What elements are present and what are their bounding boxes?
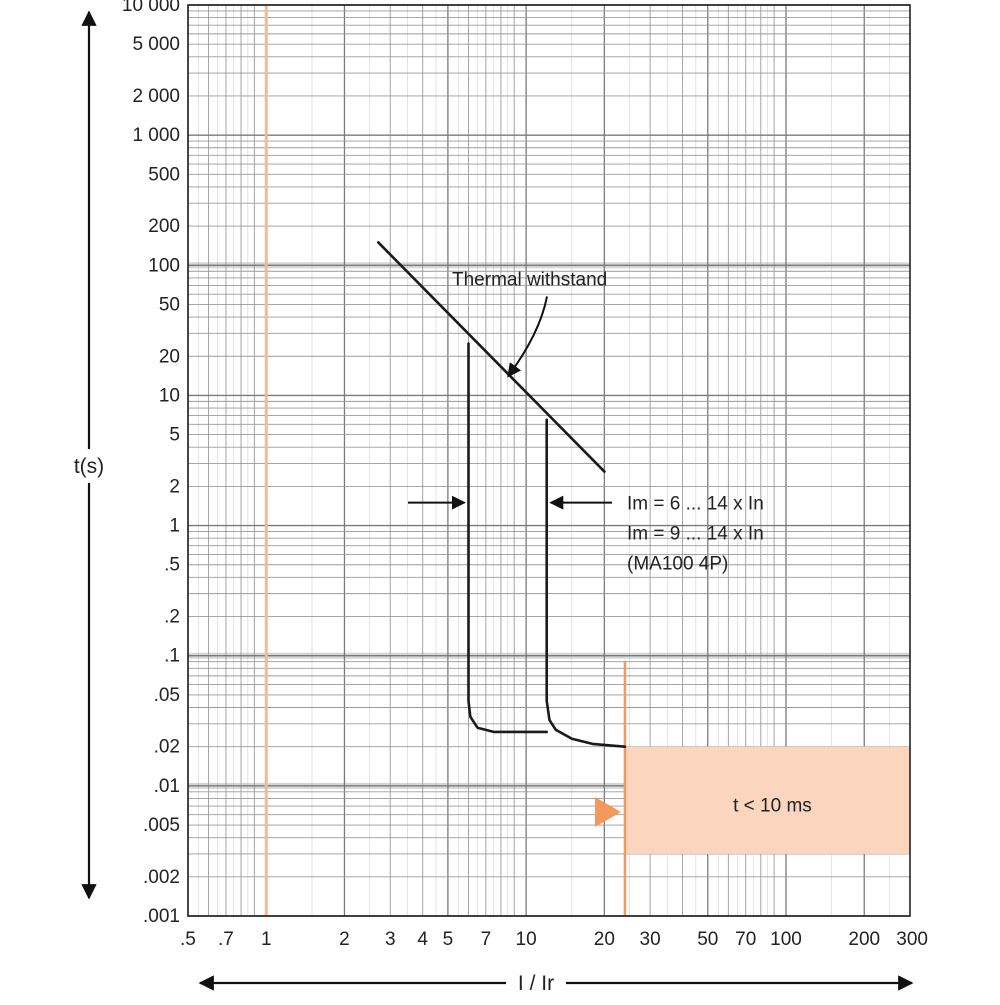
x-tick-label-4: 3 — [385, 929, 396, 950]
x-tick-label-1: .7 — [218, 929, 234, 950]
y-tick-label-11: 2 — [169, 476, 180, 497]
x-tick-label-15: 300 — [896, 929, 928, 950]
x-axis-label-bg — [506, 970, 566, 996]
y-tick-label-14: .2 — [164, 607, 180, 628]
x-axis-label: I / Ir — [518, 972, 554, 995]
region-fast-trip — [624, 746, 910, 854]
x-tick-label-6: 5 — [443, 929, 454, 950]
annotation-thermal-withstand: Thermal withstand — [452, 269, 607, 290]
y-tick-label-20: .002 — [143, 867, 180, 888]
y-tick-label-3: 1 000 — [132, 125, 180, 146]
y-tick-label-21: .001 — [143, 906, 180, 927]
y-tick-label-6: 100 — [148, 255, 180, 276]
annotation-setting-line-1: Im = 9 ... 14 x In — [627, 524, 764, 545]
y-tick-label-0: 10 000 — [122, 0, 180, 16]
y-tick-label-4: 500 — [148, 164, 180, 185]
series-line-1 — [467, 342, 548, 734]
plot-frame — [187, 4, 911, 917]
y-tick-labels: 10 000 5 000 2 000 1 000 500 200 100 50 20 10 5 2 1.… — [122, 0, 180, 927]
y-tick-label-10: 5 — [169, 425, 180, 446]
x-tick-label-5: 4 — [417, 929, 428, 950]
y-tick-label-1: 5 000 — [132, 34, 180, 55]
x-tick-label-7: 7 — [481, 929, 492, 950]
y-tick-label-17: .02 — [154, 737, 180, 758]
y-tick-label-8: 20 — [159, 346, 180, 367]
x-tick-label-3: 2 — [339, 929, 350, 950]
x-tick-label-2: 1 — [261, 929, 272, 950]
x-tick-label-10: 30 — [640, 929, 661, 950]
x-tick-label-0: .5 — [180, 929, 196, 950]
y-tick-label-18: .01 — [154, 776, 180, 797]
y-tick-label-12: 1 — [169, 516, 180, 537]
y-tick-label-19: .005 — [143, 815, 180, 836]
annotation-setting-line-0: Im = 6 ... 14 x In — [627, 494, 764, 515]
x-tick-label-11: 50 — [697, 929, 718, 950]
y-tick-label-2: 2 000 — [132, 86, 180, 107]
y-tick-label-15: .1 — [164, 646, 180, 667]
annotation-setting-line-2: (MA100 4P) — [627, 554, 728, 575]
y-tick-label-5: 200 — [148, 216, 180, 237]
y-tick-label-13: .5 — [164, 555, 180, 576]
y-tick-label-9: 10 — [159, 385, 180, 406]
grid-lines — [187, 4, 911, 917]
series-line-2 — [545, 418, 627, 748]
series-line-0 — [377, 241, 606, 473]
x-tick-label-9: 20 — [594, 929, 615, 950]
y-tick-label-7: 50 — [159, 294, 180, 315]
x-tick-label-13: 100 — [770, 929, 802, 950]
annotation-thermal-leader — [507, 296, 548, 378]
x-tick-label-12: 70 — [735, 929, 756, 950]
series-group — [377, 241, 627, 748]
x-tick-label-14: 200 — [848, 929, 880, 950]
x-tick-label-8: 10 — [516, 929, 537, 950]
region-pointer-triangle — [594, 796, 621, 827]
x-tick-labels: .5 .7 1 2 3 4 5 7 10 20 30 50 70 100 200 300 — [180, 929, 928, 950]
region-label: t < 10 ms — [733, 795, 812, 816]
y-axis-label: t(s) — [74, 455, 104, 478]
y-axis-label-bg — [66, 449, 112, 483]
y-tick-label-16: .05 — [154, 685, 180, 706]
